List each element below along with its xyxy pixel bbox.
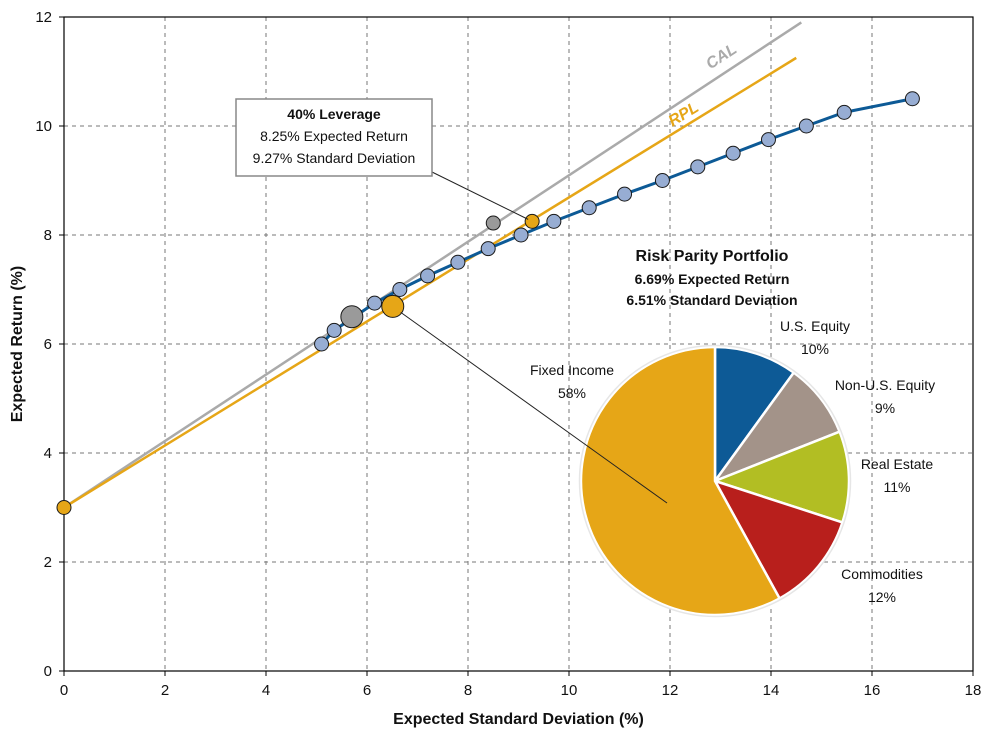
pie-slice-label: U.S. Equity: [780, 318, 850, 334]
risk-parity-leader-line: [400, 311, 668, 504]
x-tick-label: 0: [60, 682, 68, 699]
leverage-leader-line: [431, 171, 529, 220]
y-tick-label: 12: [35, 9, 52, 26]
cal-line-label: CAL: [703, 41, 740, 73]
pie-slice: [713, 345, 796, 485]
x-tick-label: 16: [864, 682, 881, 699]
pie-slice-percent: 9%: [875, 400, 895, 416]
pie-slice: [711, 430, 851, 524]
y-tick-label: 10: [35, 118, 52, 135]
frontier-point: [836, 104, 852, 120]
frontier-point: [326, 322, 342, 338]
x-tick-label: 10: [561, 682, 578, 699]
series-points: [56, 91, 920, 515]
risk-parity-title: Risk Parity Portfolio: [636, 248, 789, 265]
frontier-point: [314, 336, 330, 352]
frontier-point: [420, 268, 436, 284]
x-tick-label: 18: [965, 682, 982, 699]
y-tick-label: 4: [44, 445, 52, 462]
y-tick-label: 0: [44, 663, 52, 680]
highlight-point: [524, 213, 540, 229]
pie-slice-percent: 10%: [801, 341, 829, 357]
leverage-return: 8.25% Expected Return: [260, 128, 408, 144]
x-tick-label: 12: [662, 682, 679, 699]
frontier-point: [513, 227, 529, 243]
leverage-sd: 9.27% Standard Deviation: [253, 150, 416, 166]
frontier-point: [546, 213, 562, 229]
pie-slice-percent: 12%: [868, 589, 896, 605]
pie-slice-label: Non-U.S. Equity: [835, 377, 935, 393]
pie-slice: [712, 478, 845, 601]
highlight-point: [56, 500, 72, 515]
y-tick-label: 8: [44, 227, 52, 244]
frontier-point: [367, 295, 383, 311]
pie-slice-label: Commodities: [841, 566, 923, 582]
frontier-point: [798, 118, 814, 134]
frontier-point: [654, 173, 670, 188]
frontier-point: [617, 186, 633, 202]
x-tick-label: 14: [763, 682, 780, 699]
risk-parity-return: 6.69% Expected Return: [635, 271, 790, 287]
frontier-point: [480, 241, 496, 257]
highlight-point: [381, 294, 405, 318]
cal-line: [63, 21, 802, 509]
y-tick-label: 2: [44, 554, 52, 571]
highlight-point: [340, 305, 364, 329]
x-tick-label: 2: [161, 682, 169, 699]
x-tick-label: 6: [363, 682, 371, 699]
pie-outline: [578, 344, 852, 618]
pie-chart: U.S. Equity 10% Non-U.S. Equity 9% Real Esta…: [530, 318, 935, 618]
axes: 0 2 4 6 8 10 12 14 16 18 0 2 4 6 8 10 12: [35, 9, 981, 699]
frontier-point: [690, 159, 706, 175]
pie-slice: [579, 345, 782, 617]
frontier-point: [760, 132, 776, 148]
x-tick-label: 8: [464, 682, 472, 699]
frontier-point: [904, 91, 920, 107]
pie-slice-percent: 58%: [558, 385, 586, 401]
risk-parity-sd: 6.51% Standard Deviation: [626, 292, 797, 308]
pie-slice-label: Real Estate: [861, 456, 934, 472]
pie-slice-label: Fixed Income: [530, 362, 614, 378]
x-axis-label: Expected Standard Deviation (%): [393, 711, 644, 728]
leverage-title: 40% Leverage: [287, 106, 381, 122]
y-tick-label: 6: [44, 336, 52, 353]
x-tick-label: 4: [262, 682, 270, 699]
leverage-callout-box: [235, 98, 433, 177]
frontier-point: [581, 200, 597, 216]
highlight-point: [485, 215, 501, 231]
pie-slice-percent: 11%: [884, 479, 911, 495]
frontier-point: [725, 145, 741, 161]
frontier-point: [392, 282, 408, 297]
y-axis-label: Expected Return (%): [9, 266, 26, 422]
frontier-point: [450, 254, 466, 270]
